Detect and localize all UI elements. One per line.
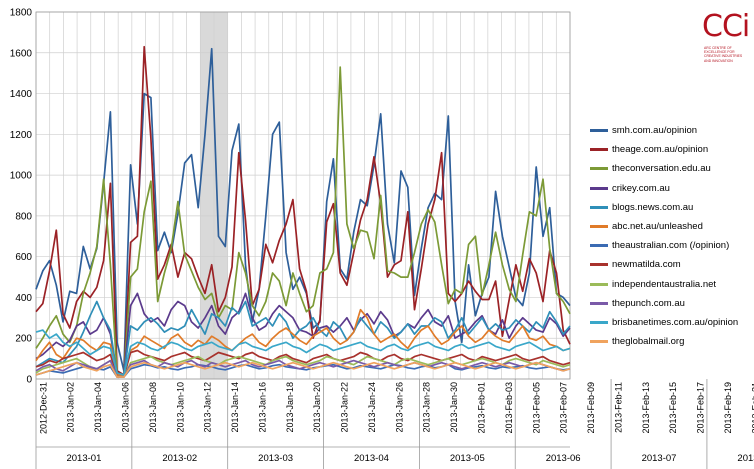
legend-label: smh.com.au/opinion [612,125,698,136]
legend-item: smh.com.au/opinion [590,123,754,142]
plot-border [35,11,571,380]
legend-item: theaustralian.com (/opinion) [590,238,754,257]
x-tick-label: 2013-Jan-30 [449,382,459,433]
x-tick-label: 2013-Jan-22 [340,382,350,433]
legend-label: theconversation.edu.au [612,163,711,175]
legend-swatch [590,244,608,248]
legend-swatch [590,263,608,267]
x-tick-label: 2013-Feb-09 [586,382,596,434]
week-label: 2013-01 [66,453,101,464]
legend-label: thepunch.com.au [612,297,685,309]
y-tick-label: 200 [15,334,32,345]
x-tick-label: 2013-Feb-17 [696,382,706,434]
series-line [35,329,571,376]
y-tick-label: 800 [15,211,32,222]
x-tick-label: 2013-Feb-05 [531,382,541,434]
y-tick-label: 1600 [10,48,33,59]
legend-label: theaustralian.com (/opinion) [612,240,730,252]
legend-label: brisbanetimes.com.au/opinion [612,316,739,328]
legend-swatch [590,340,608,344]
legend-item: theconversation.edu.au [590,161,754,180]
legend-swatch [590,205,608,209]
y-tick-label: 600 [15,252,32,263]
legend-item: brisbanetimes.com.au/opinion [590,315,754,334]
legend-item: abc.net.au/unleashed [590,219,754,238]
logo-mark: CCi [702,9,750,44]
legend-label: crikey.com.au [612,182,670,194]
x-tick-label: 2013-Jan-28 [422,382,432,433]
x-tick-label: 2013-Jan-10 [175,382,185,433]
x-tick-label: 2013-Feb-11 [613,382,623,433]
x-tick-label: 2013-Jan-04 [93,382,103,433]
x-tick-label: 2013-Jan-08 [148,382,158,433]
legend-label: abc.net.au/unleashed [612,220,703,232]
chart-legend: smh.com.au/opinion theage.com.au/opinion t… [590,123,754,353]
legend-item: crikey.com.au [590,181,754,200]
x-tick-label: 2013-Feb-13 [641,382,651,434]
legend-swatch [590,129,608,132]
y-axis: 0 200 400 600 800 1000 1200 1400 1600 1800 [10,8,33,386]
x-tick-label: 2013-Feb-19 [723,382,733,434]
legend-item: blogs.news.com.au [590,200,754,219]
y-tick-label: 0 [26,375,32,386]
y-tick-label: 1800 [10,8,33,19]
week-label: 2013-08 [737,453,754,464]
x-tick-label: 2013-Feb-07 [559,382,569,434]
legend-swatch [590,224,608,228]
legend-item: theglobalmail.org [590,334,754,353]
y-tick-label: 400 [15,293,32,304]
x-tick-label: 2013-Jan-02 [66,382,76,433]
series-line [35,361,571,378]
legend-swatch [590,186,608,190]
legend-label: independentaustralia.net [612,278,717,290]
week-label: 2013-02 [162,453,197,464]
legend-label: blogs.news.com.au [612,201,694,213]
x-tick-label: 2013-Jan-06 [121,382,131,433]
x-axis: 2012-Dec-31 2013-Jan-02 2013-Jan-04 2013-Ja… [35,379,754,469]
y-tick-label: 1000 [10,171,33,182]
x-tick-label: 2013-Jan-16 [257,382,267,433]
legend-swatch [590,301,608,305]
legend-label: theglobalmail.org [612,336,685,348]
x-tick-label: 2013-Jan-14 [230,382,240,433]
week-label: 2013-05 [450,453,485,464]
legend-swatch [590,282,608,286]
legend-item: newmatilda.com [590,257,754,276]
legend-swatch [590,148,608,152]
x-tick-label: 2012-Dec-31 [38,382,48,434]
legend-item: independentaustralia.net [590,277,754,296]
x-tick-label: 2013-Jan-20 [312,382,322,433]
series-lines [35,45,571,378]
legend-swatch [590,167,608,171]
legend-item: theage.com.au/opinion [590,142,754,161]
logo-text: ARC CENTRE OF EXCELLENCE FOR CREATIVE IN… [704,46,743,63]
x-tick-label: 2013-Jan-26 [394,382,404,433]
legend-label: theage.com.au/opinion [612,144,709,156]
x-tick-label: 2013-Feb-01 [477,382,487,434]
legend-swatch [590,320,608,324]
week-label: 2013-06 [546,453,581,464]
legend-label: newmatilda.com [612,259,681,271]
x-tick-label: 2013-Jan-24 [367,382,377,433]
x-tick-label: 2013-Feb-03 [504,382,514,434]
week-label: 2013-03 [258,453,293,464]
week-label: 2013-04 [354,453,389,464]
y-tick-label: 1400 [10,89,33,100]
x-tick-label: 2013-Feb-21 [750,382,754,434]
x-tick-label: 2013-Jan-12 [203,382,213,433]
legend-item: thepunch.com.au [590,296,754,315]
x-tick-label: 2013-Feb-15 [668,382,678,434]
week-label: 2013-07 [642,453,677,464]
cci-logo: CCi ARC CENTRE OF EXCELLENCE FOR CREATIV… [702,9,750,68]
y-tick-label: 1200 [10,130,33,141]
x-tick-label: 2013-Jan-18 [285,382,295,433]
